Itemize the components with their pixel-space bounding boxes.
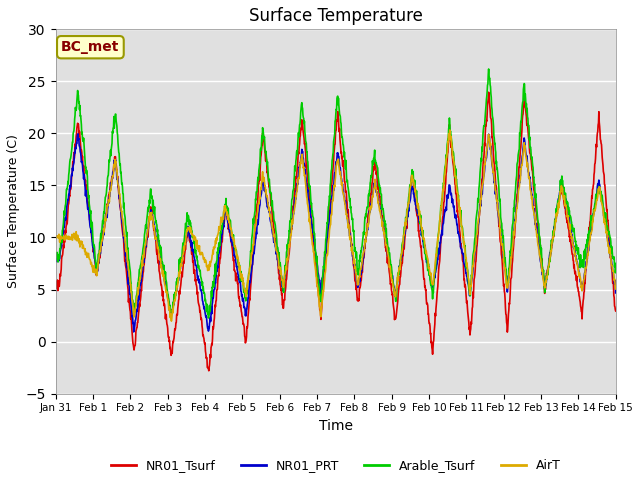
NR01_PRT (290, 204, 298, 210)
Line: Arable_Tsurf: Arable_Tsurf (56, 69, 616, 318)
Arable_Tsurf (290, 187, 298, 192)
NR01_PRT (371, 179, 379, 184)
Arable_Tsurf (485, 66, 493, 72)
NR01_PRT (130, 329, 138, 335)
NR01_Tsurf (205, 368, 212, 373)
AirT (52, 235, 60, 240)
AirT (446, 127, 454, 133)
NR01_PRT (301, 173, 309, 179)
Arable_Tsurf (301, 132, 309, 138)
AirT (371, 180, 378, 186)
Line: NR01_PRT: NR01_PRT (56, 134, 616, 332)
NR01_PRT (612, 290, 620, 296)
Title: Surface Temperature: Surface Temperature (249, 7, 422, 25)
AirT (168, 318, 175, 324)
NR01_PRT (95, 252, 103, 258)
AirT (312, 265, 319, 271)
Arable_Tsurf (52, 257, 60, 263)
NR01_PRT (74, 131, 82, 137)
Line: AirT: AirT (56, 130, 616, 321)
NR01_Tsurf (371, 158, 378, 164)
Arable_Tsurf (205, 315, 212, 321)
NR01_Tsurf (312, 254, 319, 260)
Arable_Tsurf (371, 147, 378, 153)
NR01_Tsurf (612, 308, 620, 314)
AirT (118, 208, 125, 214)
Legend: NR01_Tsurf, NR01_PRT, Arable_Tsurf, AirT: NR01_Tsurf, NR01_PRT, Arable_Tsurf, AirT (106, 455, 565, 478)
NR01_Tsurf (95, 260, 103, 266)
Arable_Tsurf (312, 248, 319, 254)
Arable_Tsurf (118, 181, 125, 187)
Arable_Tsurf (95, 251, 103, 256)
NR01_Tsurf (290, 207, 298, 213)
NR01_Tsurf (485, 89, 493, 95)
Text: BC_met: BC_met (61, 40, 120, 54)
AirT (301, 177, 309, 182)
NR01_PRT (52, 252, 60, 258)
AirT (290, 210, 298, 216)
NR01_PRT (118, 220, 126, 226)
X-axis label: Time: Time (319, 419, 353, 433)
Line: NR01_Tsurf: NR01_Tsurf (56, 92, 616, 371)
NR01_PRT (312, 253, 319, 259)
AirT (612, 286, 620, 292)
Arable_Tsurf (612, 267, 620, 273)
NR01_Tsurf (118, 222, 125, 228)
Y-axis label: Surface Temperature (C): Surface Temperature (C) (7, 134, 20, 288)
NR01_Tsurf (301, 144, 309, 150)
AirT (95, 256, 103, 262)
NR01_Tsurf (52, 284, 60, 290)
